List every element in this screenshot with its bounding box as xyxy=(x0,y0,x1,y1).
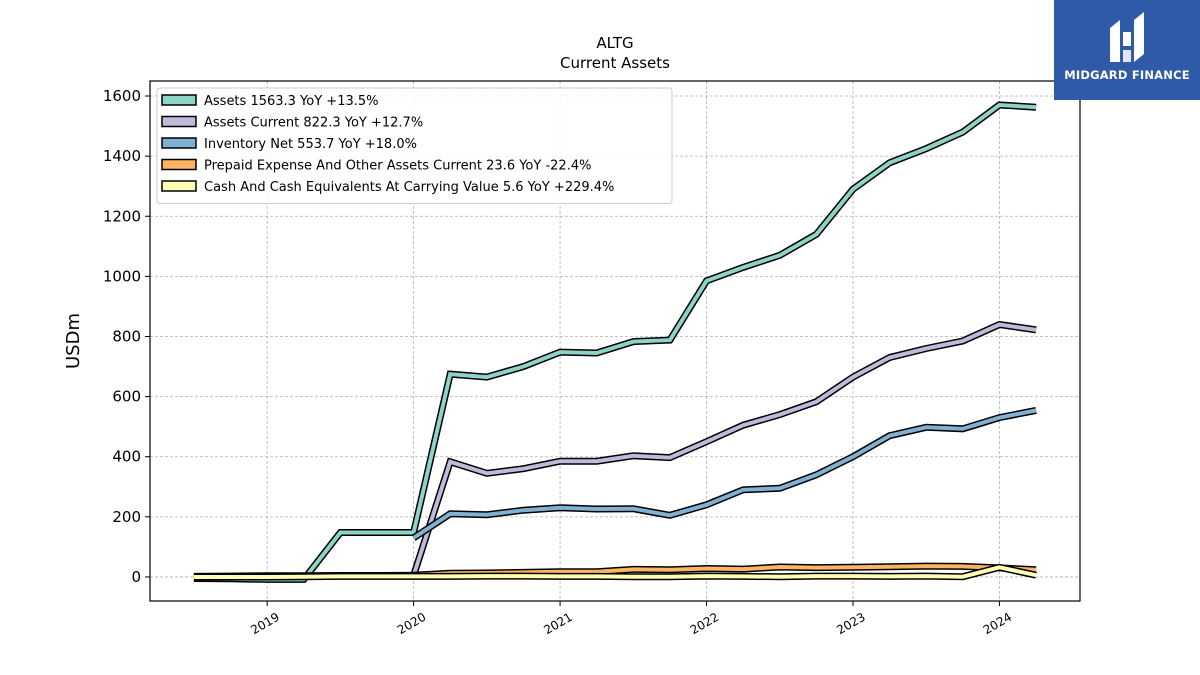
legend-entry: Assets 1563.3 YoY +13.5% xyxy=(204,94,379,109)
legend-swatch xyxy=(161,180,197,192)
y-tick-label: 800 xyxy=(112,327,141,345)
series-line xyxy=(193,102,1037,582)
legend-box xyxy=(156,87,673,204)
x-tick-label: 2024 xyxy=(981,610,1014,637)
logo-text: MIDGARD FINANCE xyxy=(1064,68,1190,82)
legend-entry: Prepaid Expense And Other Assets Current… xyxy=(204,159,591,174)
legend-swatch xyxy=(161,94,197,106)
y-tick-label: 1000 xyxy=(103,267,141,285)
logo: MIDGARD FINANCE xyxy=(1054,0,1200,100)
legend-swatch xyxy=(161,115,197,128)
legend-swatch xyxy=(161,137,197,149)
x-tick-label: 2022 xyxy=(688,610,721,637)
series-line xyxy=(412,408,1037,540)
series-line xyxy=(411,322,1037,577)
series-line xyxy=(193,565,1037,579)
x-tick-label: 2020 xyxy=(395,610,428,637)
legend-entry: Cash And Cash Equivalents At Carrying Va… xyxy=(204,180,614,195)
series-4 xyxy=(193,563,1037,581)
y-tick-label: 1200 xyxy=(103,207,141,225)
y-tick-label: 400 xyxy=(112,448,141,466)
legend-entry: Inventory Net 553.7 YoY +18.0% xyxy=(204,137,417,152)
y-tick-label: 1400 xyxy=(103,147,141,165)
series-1 xyxy=(410,320,1037,577)
y-tick-label: 1600 xyxy=(103,87,141,105)
legend: Assets 1563.3 YoY +13.5% Assets Current 8… xyxy=(156,87,673,204)
series-line-outline xyxy=(410,320,1037,577)
midgard-logo-mark-icon xyxy=(1110,12,1144,62)
y-axis-label: USDm xyxy=(63,313,84,369)
x-tick-label: 2021 xyxy=(541,610,574,637)
y-tick-label: 200 xyxy=(112,508,141,526)
y-tick-label: 600 xyxy=(112,388,141,406)
legend-entry: Assets Current 822.3 YoY +12.7% xyxy=(204,116,423,131)
series-0 xyxy=(193,101,1037,583)
legend-swatch xyxy=(161,158,197,171)
x-tick-label: 2023 xyxy=(834,610,867,637)
chart-title: ALTG xyxy=(596,34,633,52)
series-2 xyxy=(411,406,1037,541)
y-tick-label: 0 xyxy=(131,568,141,586)
x-tick-label: 2019 xyxy=(248,610,281,637)
chart-subtitle: Current Assets xyxy=(560,54,670,72)
series-lines xyxy=(193,101,1037,583)
plot-frame xyxy=(149,80,1081,602)
